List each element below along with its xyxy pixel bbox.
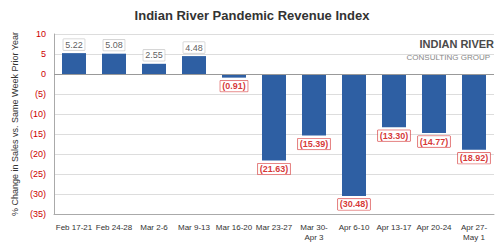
svg-text:10: 10 xyxy=(36,29,46,39)
svg-text:(14.77): (14.77) xyxy=(420,137,449,147)
svg-text:Feb 24-28: Feb 24-28 xyxy=(96,223,133,232)
svg-text:2.55: 2.55 xyxy=(145,50,163,60)
svg-text:(10): (10) xyxy=(30,109,46,119)
svg-text:Apr 13-17: Apr 13-17 xyxy=(376,223,412,232)
svg-text:May 1: May 1 xyxy=(463,233,485,242)
svg-text:(35): (35) xyxy=(30,209,46,219)
svg-text:INDIAN RIVER: INDIAN RIVER xyxy=(419,38,494,50)
svg-text:CONSULTING GROUP: CONSULTING GROUP xyxy=(407,53,490,62)
svg-text:Apr 3: Apr 3 xyxy=(304,233,324,242)
svg-text:Mar 2-6: Mar 2-6 xyxy=(140,223,168,232)
svg-text:Indian River Pandemic Revenue: Indian River Pandemic Revenue Index xyxy=(135,8,371,23)
svg-text:(15): (15) xyxy=(30,129,46,139)
svg-text:Mar 30-: Mar 30- xyxy=(300,223,328,232)
svg-text:5.08: 5.08 xyxy=(105,40,123,50)
svg-text:% Change in Sales vs. Same Wee: % Change in Sales vs. Same Week Prior Ye… xyxy=(10,32,20,216)
svg-text:5: 5 xyxy=(41,49,46,59)
svg-text:Apr 27-: Apr 27- xyxy=(461,223,488,232)
svg-text:(30.48): (30.48) xyxy=(340,199,369,209)
svg-text:5.22: 5.22 xyxy=(65,40,83,50)
svg-text:Mar 16-20: Mar 16-20 xyxy=(216,223,253,232)
svg-text:Apr 6-10: Apr 6-10 xyxy=(339,223,370,232)
svg-text:Apr 20-24: Apr 20-24 xyxy=(416,223,452,232)
svg-text:(15.39): (15.39) xyxy=(300,139,329,149)
svg-text:Feb 17-21: Feb 17-21 xyxy=(56,223,93,232)
svg-text:(18.92): (18.92) xyxy=(460,153,489,163)
svg-text:(5): (5) xyxy=(35,89,46,99)
svg-text:(13.30): (13.30) xyxy=(380,131,409,141)
svg-text:0: 0 xyxy=(41,69,46,79)
svg-text:Mar 9-13: Mar 9-13 xyxy=(178,223,211,232)
svg-text:(30): (30) xyxy=(30,189,46,199)
svg-text:Mar 23-27: Mar 23-27 xyxy=(256,223,293,232)
svg-text:(20): (20) xyxy=(30,149,46,159)
svg-text:(25): (25) xyxy=(30,169,46,179)
svg-text:4.48: 4.48 xyxy=(185,43,203,53)
svg-text:(21.63): (21.63) xyxy=(260,164,289,174)
svg-text:(0.91): (0.91) xyxy=(222,81,246,91)
